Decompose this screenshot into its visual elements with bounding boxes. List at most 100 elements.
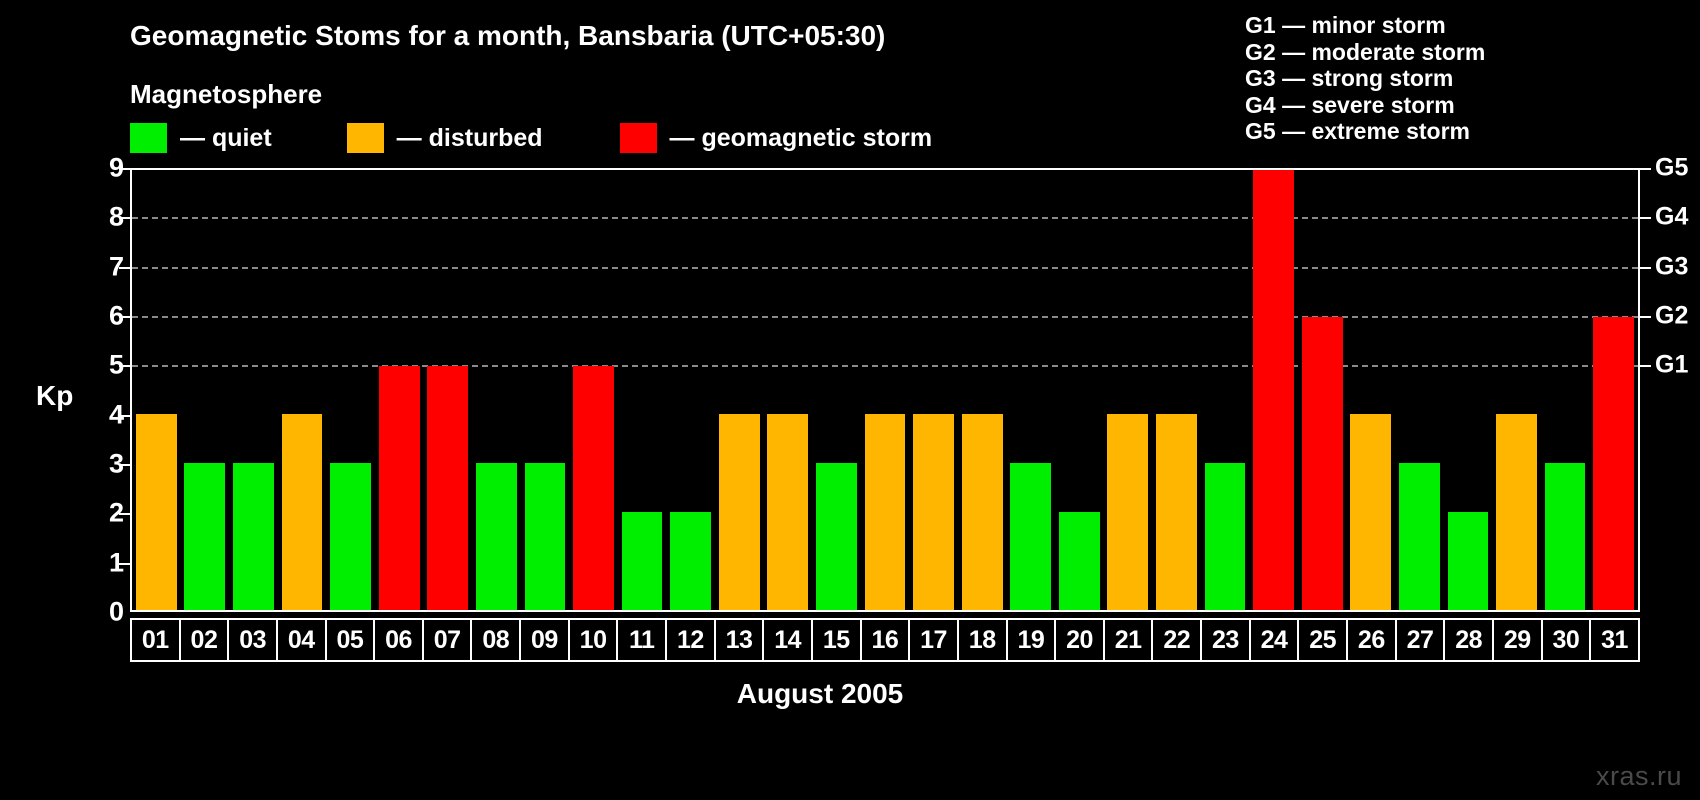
bar-day-27[interactable] <box>1398 463 1440 610</box>
bar-slot-03[interactable] <box>229 170 278 610</box>
bar-day-09[interactable] <box>524 463 566 610</box>
day-cell-28[interactable]: 28 <box>1445 620 1494 660</box>
bar-slot-11[interactable] <box>618 170 667 610</box>
day-cell-01[interactable]: 01 <box>132 620 181 660</box>
bar-day-17[interactable] <box>913 414 954 610</box>
day-cell-30[interactable]: 30 <box>1543 620 1592 660</box>
bar-slot-09[interactable] <box>521 170 570 610</box>
bar-day-04[interactable] <box>281 414 323 610</box>
bar-slot-13[interactable] <box>715 170 764 610</box>
day-cell-25[interactable]: 25 <box>1299 620 1349 660</box>
y-tick-mark-5 <box>119 365 130 368</box>
bar-day-02[interactable] <box>184 463 226 610</box>
day-cell-17[interactable]: 17 <box>910 620 959 660</box>
bar-day-15[interactable] <box>815 463 857 610</box>
y-tick-label-8: 8 <box>108 201 124 232</box>
bar-day-14[interactable] <box>767 414 809 610</box>
bar-slot-14[interactable] <box>764 170 813 610</box>
bar-slot-18[interactable] <box>958 170 1007 610</box>
legend-heading: Magnetosphere <box>130 79 323 109</box>
day-cell-11[interactable]: 11 <box>618 620 668 660</box>
g-tick-mark-g2 <box>1640 316 1651 318</box>
bar-day-05[interactable] <box>330 463 371 610</box>
day-cell-05[interactable]: 05 <box>327 620 376 660</box>
bar-day-08[interactable] <box>475 463 517 610</box>
bar-day-20[interactable] <box>1058 512 1100 610</box>
bar-day-24[interactable] <box>1253 170 1294 610</box>
day-cell-24[interactable]: 24 <box>1251 620 1300 660</box>
day-cell-31[interactable]: 31 <box>1591 620 1640 660</box>
day-cell-12[interactable]: 12 <box>667 620 716 660</box>
bar-slot-02[interactable] <box>181 170 230 610</box>
bar-slot-15[interactable] <box>812 170 861 610</box>
bar-slot-01[interactable] <box>132 170 181 610</box>
day-cell-06[interactable]: 06 <box>375 620 424 660</box>
bar-day-12[interactable] <box>670 512 712 610</box>
bar-day-16[interactable] <box>864 414 906 610</box>
bar-slot-29[interactable] <box>1492 170 1541 610</box>
bar-slot-24[interactable] <box>1249 170 1298 610</box>
day-cell-13[interactable]: 13 <box>716 620 765 660</box>
bar-slot-21[interactable] <box>1104 170 1153 610</box>
bar-slot-07[interactable] <box>423 170 472 610</box>
bar-slot-25[interactable] <box>1298 170 1347 610</box>
bar-slot-23[interactable] <box>1201 170 1250 610</box>
bar-day-13[interactable] <box>718 414 760 610</box>
x-axis-label: August 2005 <box>736 678 904 709</box>
bar-day-23[interactable] <box>1204 463 1246 610</box>
bar-slot-19[interactable] <box>1006 170 1055 610</box>
day-cell-15[interactable]: 15 <box>813 620 862 660</box>
bar-day-19[interactable] <box>1010 463 1052 610</box>
bar-slot-26[interactable] <box>1346 170 1395 610</box>
bar-slot-22[interactable] <box>1152 170 1201 610</box>
day-cell-04[interactable]: 04 <box>278 620 327 660</box>
bar-slot-20[interactable] <box>1055 170 1104 610</box>
day-cell-19[interactable]: 19 <box>1008 620 1057 660</box>
bar-day-31[interactable] <box>1593 316 1635 610</box>
day-cell-29[interactable]: 29 <box>1494 620 1543 660</box>
day-cell-23[interactable]: 23 <box>1202 620 1251 660</box>
day-cell-16[interactable]: 16 <box>862 620 911 660</box>
bar-slot-10[interactable] <box>569 170 618 610</box>
bar-slot-05[interactable] <box>326 170 375 610</box>
y-axis-label: Kp <box>36 380 74 411</box>
bar-day-10[interactable] <box>573 365 614 610</box>
day-cell-03[interactable]: 03 <box>229 620 278 660</box>
day-cell-20[interactable]: 20 <box>1056 620 1105 660</box>
day-cell-27[interactable]: 27 <box>1397 620 1446 660</box>
bar-slot-27[interactable] <box>1395 170 1444 610</box>
bar-slot-04[interactable] <box>278 170 327 610</box>
bar-day-26[interactable] <box>1350 414 1392 610</box>
bar-day-07[interactable] <box>427 365 469 610</box>
bar-slot-12[interactable] <box>666 170 715 610</box>
day-cell-09[interactable]: 09 <box>521 620 570 660</box>
day-cell-14[interactable]: 14 <box>764 620 813 660</box>
bar-day-01[interactable] <box>135 414 177 610</box>
day-cell-08[interactable]: 08 <box>472 620 522 660</box>
day-cell-22[interactable]: 22 <box>1153 620 1203 660</box>
bar-day-11[interactable] <box>621 512 663 610</box>
day-cell-02[interactable]: 02 <box>181 620 230 660</box>
day-cell-07[interactable]: 07 <box>424 620 473 660</box>
bar-slot-06[interactable] <box>375 170 424 610</box>
day-cell-10[interactable]: 10 <box>570 620 619 660</box>
g-scale-legend: G1 — minor storm G2 — moderate storm G3 … <box>1245 12 1485 145</box>
bar-slot-31[interactable] <box>1589 170 1638 610</box>
bar-slot-16[interactable] <box>861 170 910 610</box>
day-cell-18[interactable]: 18 <box>959 620 1008 660</box>
bar-day-21[interactable] <box>1107 414 1149 610</box>
bar-day-28[interactable] <box>1447 512 1489 610</box>
bar-slot-08[interactable] <box>472 170 521 610</box>
bar-day-25[interactable] <box>1301 316 1343 610</box>
bar-slot-28[interactable] <box>1444 170 1493 610</box>
bar-day-06[interactable] <box>378 365 420 610</box>
bar-slot-30[interactable] <box>1541 170 1590 610</box>
bar-day-18[interactable] <box>961 414 1003 610</box>
bar-day-30[interactable] <box>1544 463 1586 610</box>
bar-day-03[interactable] <box>233 463 274 610</box>
bar-day-22[interactable] <box>1156 414 1197 610</box>
day-cell-26[interactable]: 26 <box>1348 620 1397 660</box>
bar-day-29[interactable] <box>1496 414 1537 610</box>
day-cell-21[interactable]: 21 <box>1105 620 1154 660</box>
bar-slot-17[interactable] <box>909 170 958 610</box>
